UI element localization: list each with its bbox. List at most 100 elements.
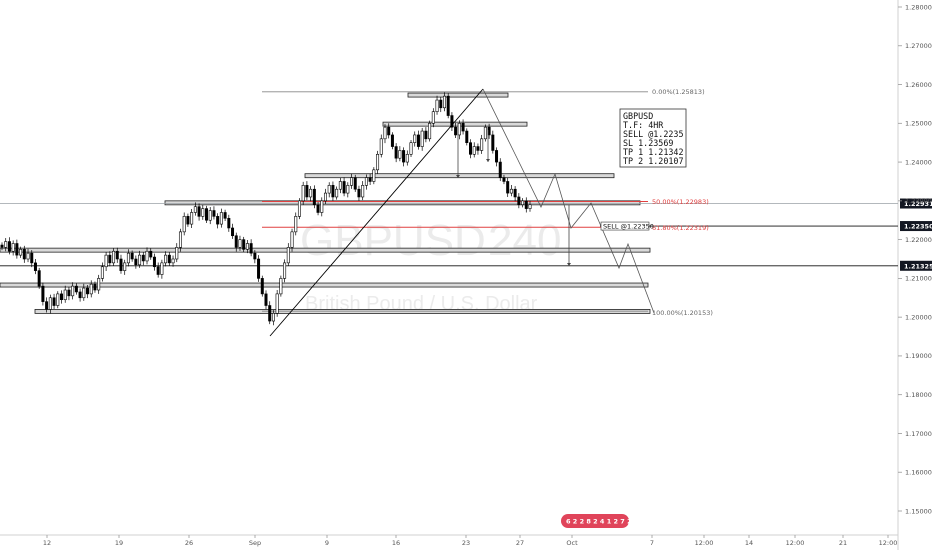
candle-body	[245, 243, 249, 250]
candle-body	[521, 200, 525, 206]
info-line-symbol: GBPUSD	[623, 111, 653, 121]
supply-demand-zone[interactable]	[0, 282, 649, 288]
candle-body	[216, 216, 220, 225]
candle-body	[63, 289, 67, 301]
candle-body	[472, 146, 476, 155]
candle-body	[171, 258, 175, 264]
candle-body	[416, 134, 420, 147]
candle-body	[212, 210, 216, 217]
candle-body	[301, 185, 305, 202]
y-tick-label: 1.22000	[905, 236, 932, 244]
candle-body	[41, 285, 45, 302]
candle-body	[442, 95, 446, 109]
candle-body	[495, 150, 499, 163]
candle-body	[167, 254, 171, 264]
candle-body	[193, 206, 197, 213]
move-arrow-head	[567, 263, 571, 266]
candle-body	[201, 208, 205, 217]
candle-body	[160, 262, 164, 275]
candle-body	[104, 254, 108, 268]
fib-level-label: 100.00%(1.20153)	[652, 309, 713, 317]
candle-body	[11, 243, 15, 252]
candle-body	[357, 188, 361, 198]
candle-body	[394, 146, 398, 159]
supply-demand-zone[interactable]	[382, 121, 528, 127]
horizontal-lines-layer	[0, 91, 898, 312]
candle-body	[323, 192, 327, 202]
candle-body	[383, 126, 387, 140]
candle-body	[297, 200, 301, 217]
candle-body	[145, 250, 149, 262]
candle-body	[480, 138, 484, 151]
labels-layer: 0.00%(1.25813) 50.00%(1.22983) 61.80%(1.22…	[600, 88, 932, 317]
tradingview-badge-bg	[561, 514, 629, 528]
candle-body	[219, 212, 223, 225]
projected-path[interactable]	[482, 88, 655, 314]
candle-body	[372, 169, 376, 182]
candle-body	[26, 252, 30, 260]
candle-body	[234, 235, 238, 248]
candle-body	[175, 247, 179, 260]
y-tick-label: 1.26000	[905, 81, 932, 89]
y-tick-label: 1.24000	[905, 158, 932, 166]
x-tick-label: 12:00	[879, 539, 898, 547]
candle-body	[290, 231, 294, 248]
supply-demand-zone[interactable]	[164, 200, 641, 206]
tradingview-badge[interactable]: 6 2 2 8 2 4 1 2 7 2	[561, 514, 632, 528]
candle-body	[7, 241, 11, 252]
info-line-sell: SELL @1.2235	[623, 129, 684, 139]
y-tick-label: 1.25000	[905, 120, 932, 128]
candle-body	[469, 142, 473, 155]
drawings-layer	[269, 88, 655, 337]
y-tick-label: 1.27000	[905, 42, 932, 50]
candle-body	[346, 185, 350, 194]
candle-body	[305, 185, 309, 198]
candle-body	[361, 185, 365, 198]
candle-body	[249, 243, 253, 254]
candle-body	[100, 266, 104, 279]
x-tick-label: 7	[650, 539, 654, 547]
candle-body	[89, 283, 93, 295]
supply-demand-zone[interactable]	[407, 92, 509, 98]
candle-body	[67, 289, 71, 297]
y-tick-label: 1.19000	[905, 352, 932, 360]
candle-body	[186, 216, 190, 225]
candle-body	[364, 177, 368, 186]
candle-body	[260, 278, 264, 295]
candle-body	[457, 123, 461, 136]
candles-layer	[0, 92, 532, 326]
candle-body	[205, 208, 209, 221]
candle-body	[197, 206, 201, 217]
entry-label: SELL @1.22350	[603, 223, 654, 231]
candle-body	[164, 254, 168, 264]
candle-body	[390, 134, 394, 147]
watermark-interval: 240	[488, 216, 561, 265]
candle-body	[271, 312, 275, 322]
x-tick-label: 21	[839, 539, 847, 547]
candle-body	[335, 188, 339, 198]
x-tick-label: 12:00	[695, 539, 714, 547]
y-tick-label: 1.17000	[905, 430, 932, 438]
candle-body	[309, 188, 313, 198]
candle-body	[257, 258, 261, 279]
supply-demand-zone[interactable]	[0, 247, 651, 253]
candle-body	[450, 115, 454, 128]
candle-body	[431, 111, 435, 124]
price-axis-label: 1.22931	[904, 200, 932, 208]
candle-body	[33, 262, 37, 271]
candle-body	[524, 200, 528, 209]
candle-body	[264, 293, 268, 306]
candle-body	[268, 305, 272, 322]
candle-body	[78, 291, 82, 299]
candle-body	[30, 252, 34, 264]
y-tick-label: 1.18000	[905, 391, 932, 399]
candle-body	[108, 254, 112, 264]
trade-info-box[interactable]: GBPUSD T.F: 4HR SELL @1.2235 SL 1.23569 …	[619, 108, 687, 168]
candle-body	[0, 244, 4, 248]
fib-level-label: 61.80%(1.22319)	[652, 224, 709, 232]
candle-body	[82, 287, 86, 299]
candle-body	[97, 278, 101, 291]
uptrend-line[interactable]	[269, 88, 484, 337]
